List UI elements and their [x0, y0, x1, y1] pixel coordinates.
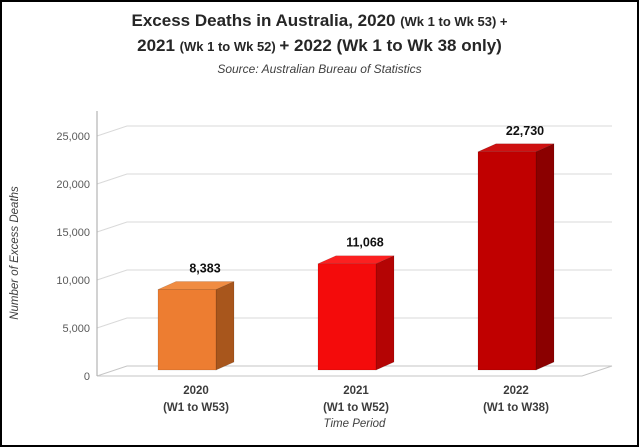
chart-area: 0 5,000 10,000 15,000 20,000 25,000 8,383 2020 (… — [2, 81, 637, 441]
category-sublabel-2020: (W1 to W53) — [163, 402, 229, 414]
title-l1-main: Excess Deaths in Australia, 2020 — [131, 11, 401, 30]
ytick-label-15,000: 15,000 — [56, 227, 90, 239]
bar-2020-side — [215, 281, 235, 371]
ytick-label-10,000: 10,000 — [56, 275, 90, 287]
bar-2021-front — [317, 263, 377, 371]
gridline-15,000 — [96, 221, 612, 233]
category-sublabel-2022: (W1 to W38) — [483, 402, 549, 414]
gridline-25,000 — [96, 125, 612, 137]
value-label-2021: 11,068 — [346, 236, 384, 250]
chart-title-line2: 2021 (Wk 1 to Wk 52) + 2022 (Wk 1 to Wk … — [2, 34, 637, 59]
y-axis-title: Number of Excess Deaths — [9, 186, 21, 320]
ytick-label-25,000: 25,000 — [56, 131, 90, 143]
category-label-2022: 2022 — [503, 385, 529, 397]
title-l2-main: 2021 — [137, 36, 180, 55]
bar-2022-front — [477, 151, 537, 371]
ytick-label-5,000: 5,000 — [62, 323, 90, 335]
bar-2021-side — [375, 255, 395, 371]
excess-deaths-3d-bar-chart: 0 5,000 10,000 15,000 20,000 25,000 8,383 2020 (… — [9, 111, 613, 430]
x-axis-title: Time Period — [324, 418, 386, 430]
value-label-2020: 8,383 — [189, 262, 220, 276]
title-l2-detail: (Wk 1 to Wk 52) — [179, 39, 280, 54]
chart-subtitle: Source: Australian Bureau of Statistics — [217, 62, 422, 76]
title-l2-main2: + 2022 (Wk 1 to Wk 38 only) — [279, 36, 502, 55]
gridline-5,000 — [96, 317, 612, 329]
gridline-10,000 — [96, 269, 612, 281]
ytick-label-0: 0 — [84, 371, 90, 383]
gridline-20,000 — [96, 173, 612, 185]
chart-header: Excess Deaths in Australia, 2020 (Wk 1 t… — [2, 2, 637, 77]
value-label-2022: 22,730 — [506, 124, 544, 138]
title-l1-detail: (Wk 1 to Wk 53) + — [400, 14, 508, 29]
bar-2020-front — [157, 289, 217, 371]
bar-2022-side — [535, 143, 555, 371]
chart-title-line1: Excess Deaths in Australia, 2020 (Wk 1 t… — [2, 9, 637, 34]
category-label-2021: 2021 — [343, 385, 369, 397]
ytick-label-20,000: 20,000 — [56, 179, 90, 191]
category-label-2020: 2020 — [183, 385, 209, 397]
category-sublabel-2021: (W1 to W52) — [323, 402, 389, 414]
